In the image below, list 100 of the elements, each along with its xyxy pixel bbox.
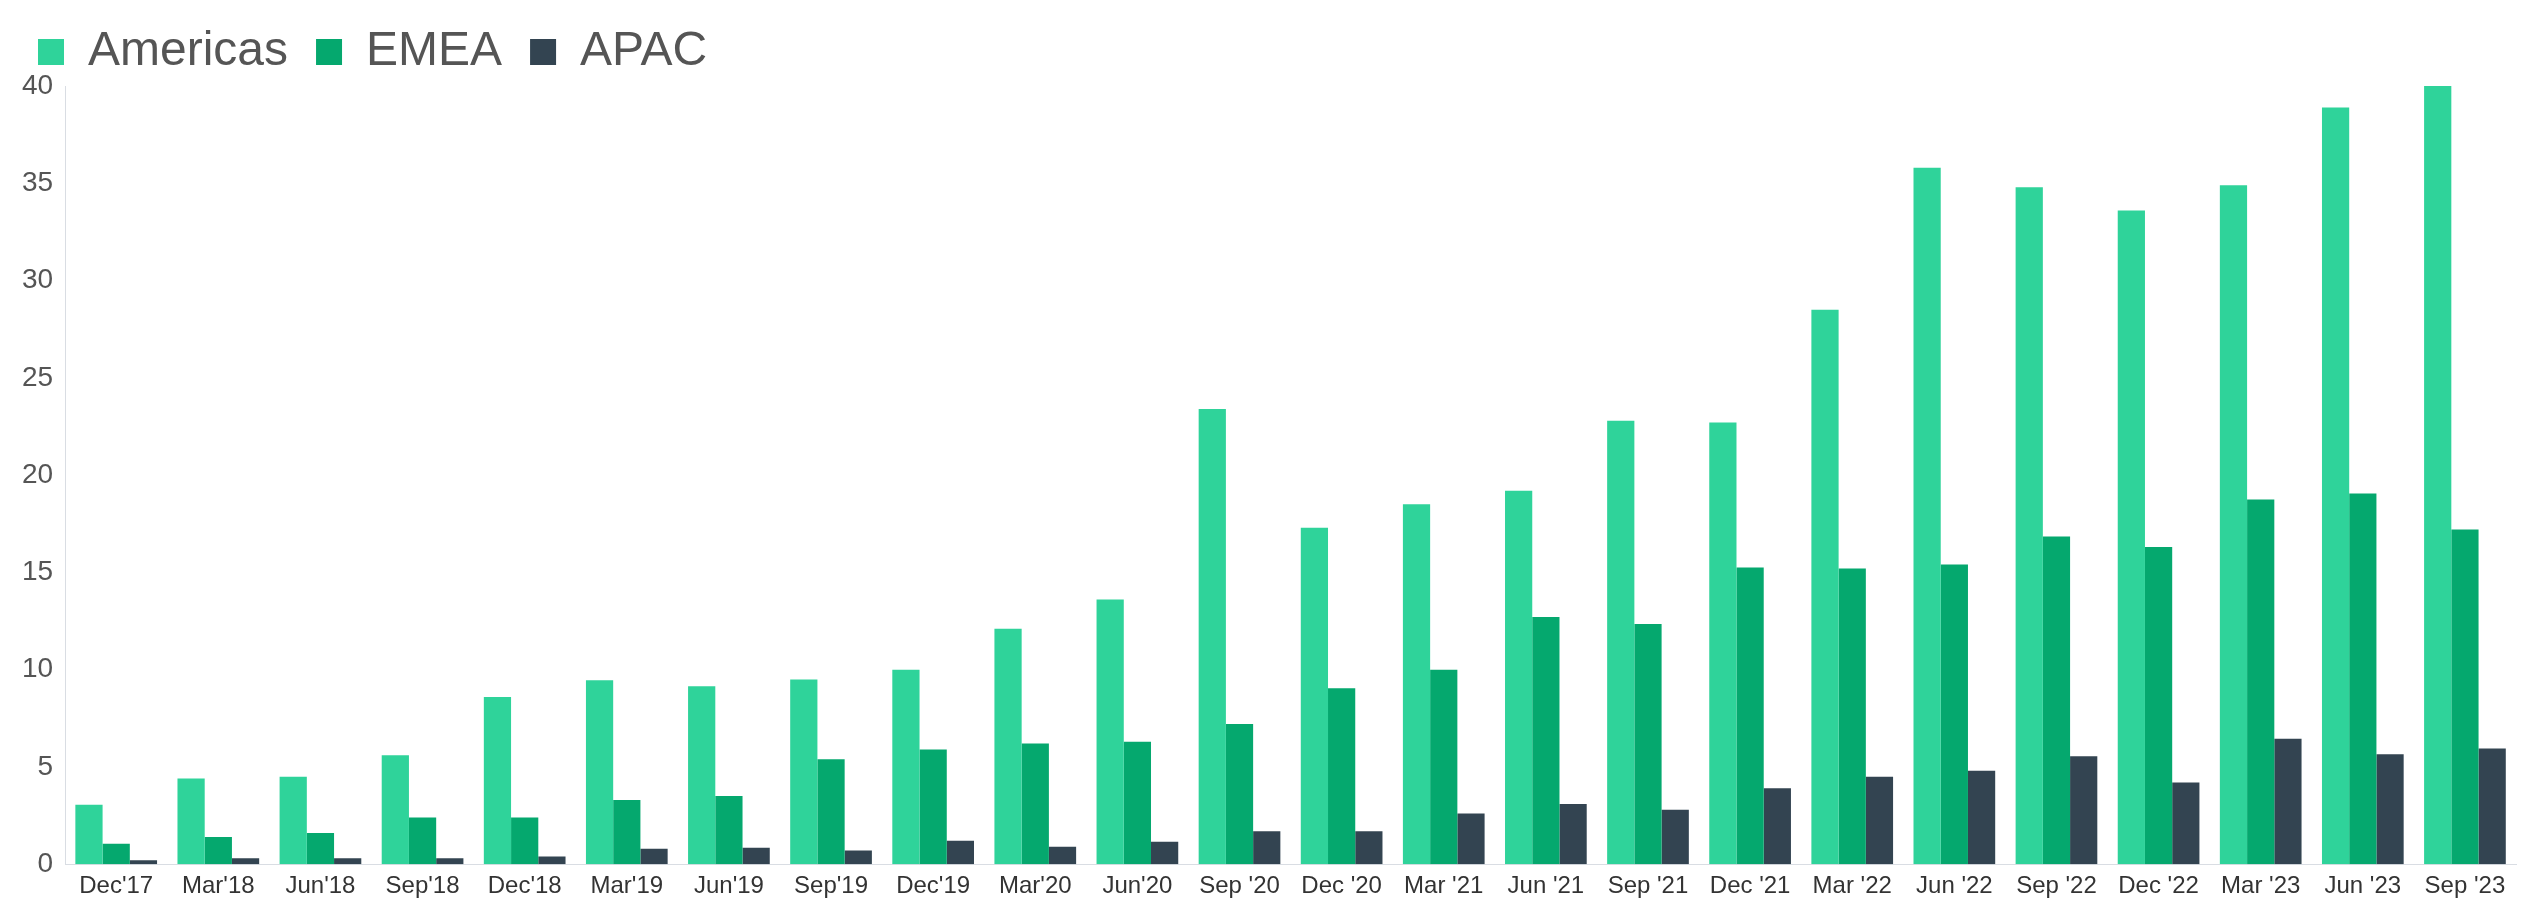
y-tick-label: 15 <box>21 555 54 587</box>
bar <box>102 843 130 865</box>
bar <box>2219 185 2248 865</box>
bar <box>1300 527 1329 865</box>
bar <box>1430 669 1458 865</box>
bar <box>1253 831 1281 865</box>
bar <box>511 817 539 865</box>
bar <box>892 669 920 865</box>
bar <box>742 847 770 865</box>
x-tick-label: Sep'19 <box>794 871 869 899</box>
bar <box>2172 782 2200 865</box>
bar <box>2349 493 2377 865</box>
x-tick-label: Mar '22 <box>1812 871 1892 899</box>
bar <box>1967 770 1996 865</box>
bar <box>2144 547 2173 865</box>
x-tick-label: Dec '20 <box>1301 871 1382 899</box>
bar <box>1865 776 1894 865</box>
y-tick-label: 10 <box>21 652 54 684</box>
bar <box>994 628 1022 865</box>
bar <box>1198 408 1226 865</box>
bar <box>1021 743 1049 865</box>
bar <box>177 778 205 865</box>
bar <box>1096 599 1124 865</box>
legend-label: APAC <box>580 22 708 76</box>
y-tick-label: 5 <box>37 749 54 781</box>
bar <box>1913 167 1941 865</box>
bar <box>75 804 103 865</box>
bar <box>2070 756 2098 865</box>
bar <box>2247 499 2275 865</box>
x-tick-label: Sep '20 <box>1199 871 1280 899</box>
bar <box>381 755 409 865</box>
x-tick-label: Mar'18 <box>182 871 255 899</box>
bar <box>1328 688 1356 865</box>
bar <box>2274 738 2302 865</box>
bar <box>817 759 845 865</box>
bar <box>640 848 668 865</box>
bar <box>2015 187 2043 865</box>
y-tick-label: 25 <box>21 360 54 392</box>
x-tick-label: Jun '23 <box>2324 871 2402 899</box>
bar <box>1048 846 1077 865</box>
bar <box>1736 567 1764 865</box>
bar <box>408 817 437 865</box>
bar <box>715 796 743 865</box>
bar <box>1838 568 1866 865</box>
bar <box>1355 831 1383 865</box>
x-tick-label: Sep '23 <box>2424 871 2506 899</box>
x-tick-label: Jun '21 <box>1507 871 1585 899</box>
x-tick-label: Mar'20 <box>998 871 1072 899</box>
y-tick-label: 0 <box>37 846 54 878</box>
bar <box>231 858 260 865</box>
legend-label: Americas <box>88 22 289 76</box>
x-tick-label: Jun '22 <box>1916 871 1993 899</box>
bar <box>844 850 872 865</box>
bar <box>1402 504 1431 865</box>
x-tick-label: Dec '21 <box>1709 871 1791 899</box>
x-tick-label: Jun'20 <box>1102 871 1173 899</box>
bar <box>1763 788 1791 865</box>
y-tick-label: 35 <box>21 165 54 197</box>
bar <box>585 680 614 865</box>
bar <box>1661 809 1689 865</box>
bar <box>1151 841 1179 865</box>
x-tick-label: Mar '23 <box>2221 871 2301 899</box>
bar <box>1811 309 1839 865</box>
x-tick-label: Mar '21 <box>1404 871 1484 899</box>
bar <box>306 833 335 865</box>
x-tick-label: Dec '22 <box>2118 871 2199 899</box>
bar <box>790 679 818 865</box>
x-tick-label: Jun'18 <box>285 871 356 899</box>
x-tick-label: Dec'19 <box>896 871 971 899</box>
bar <box>919 749 947 865</box>
bar <box>2321 107 2350 865</box>
bar <box>2117 210 2145 865</box>
bar <box>613 800 641 865</box>
x-tick-label: Sep '22 <box>2016 871 2097 899</box>
bar <box>2376 754 2404 865</box>
bar <box>483 696 512 865</box>
bar <box>2478 748 2506 865</box>
bar <box>1225 724 1254 865</box>
bar <box>129 860 158 865</box>
x-tick-label: Dec'17 <box>79 871 154 899</box>
bar <box>538 856 566 865</box>
x-tick-label: Dec'18 <box>487 871 562 899</box>
bar <box>1559 803 1587 865</box>
bar <box>2424 86 2452 865</box>
bar <box>1532 617 1560 865</box>
bar <box>436 858 464 865</box>
bar <box>2042 536 2071 865</box>
bar <box>334 858 362 865</box>
y-tick-label: 30 <box>21 263 54 295</box>
x-tick-label: Sep '21 <box>1607 871 1689 899</box>
y-tick-label: 20 <box>21 457 54 489</box>
bar <box>279 776 307 865</box>
bar <box>1607 420 1635 865</box>
x-tick-label: Mar'19 <box>590 871 664 899</box>
bar <box>1940 564 1968 865</box>
bar <box>1709 422 1737 865</box>
bar <box>204 836 232 865</box>
bar <box>1123 741 1152 865</box>
bar <box>1505 490 1533 865</box>
bar <box>1634 623 1662 865</box>
